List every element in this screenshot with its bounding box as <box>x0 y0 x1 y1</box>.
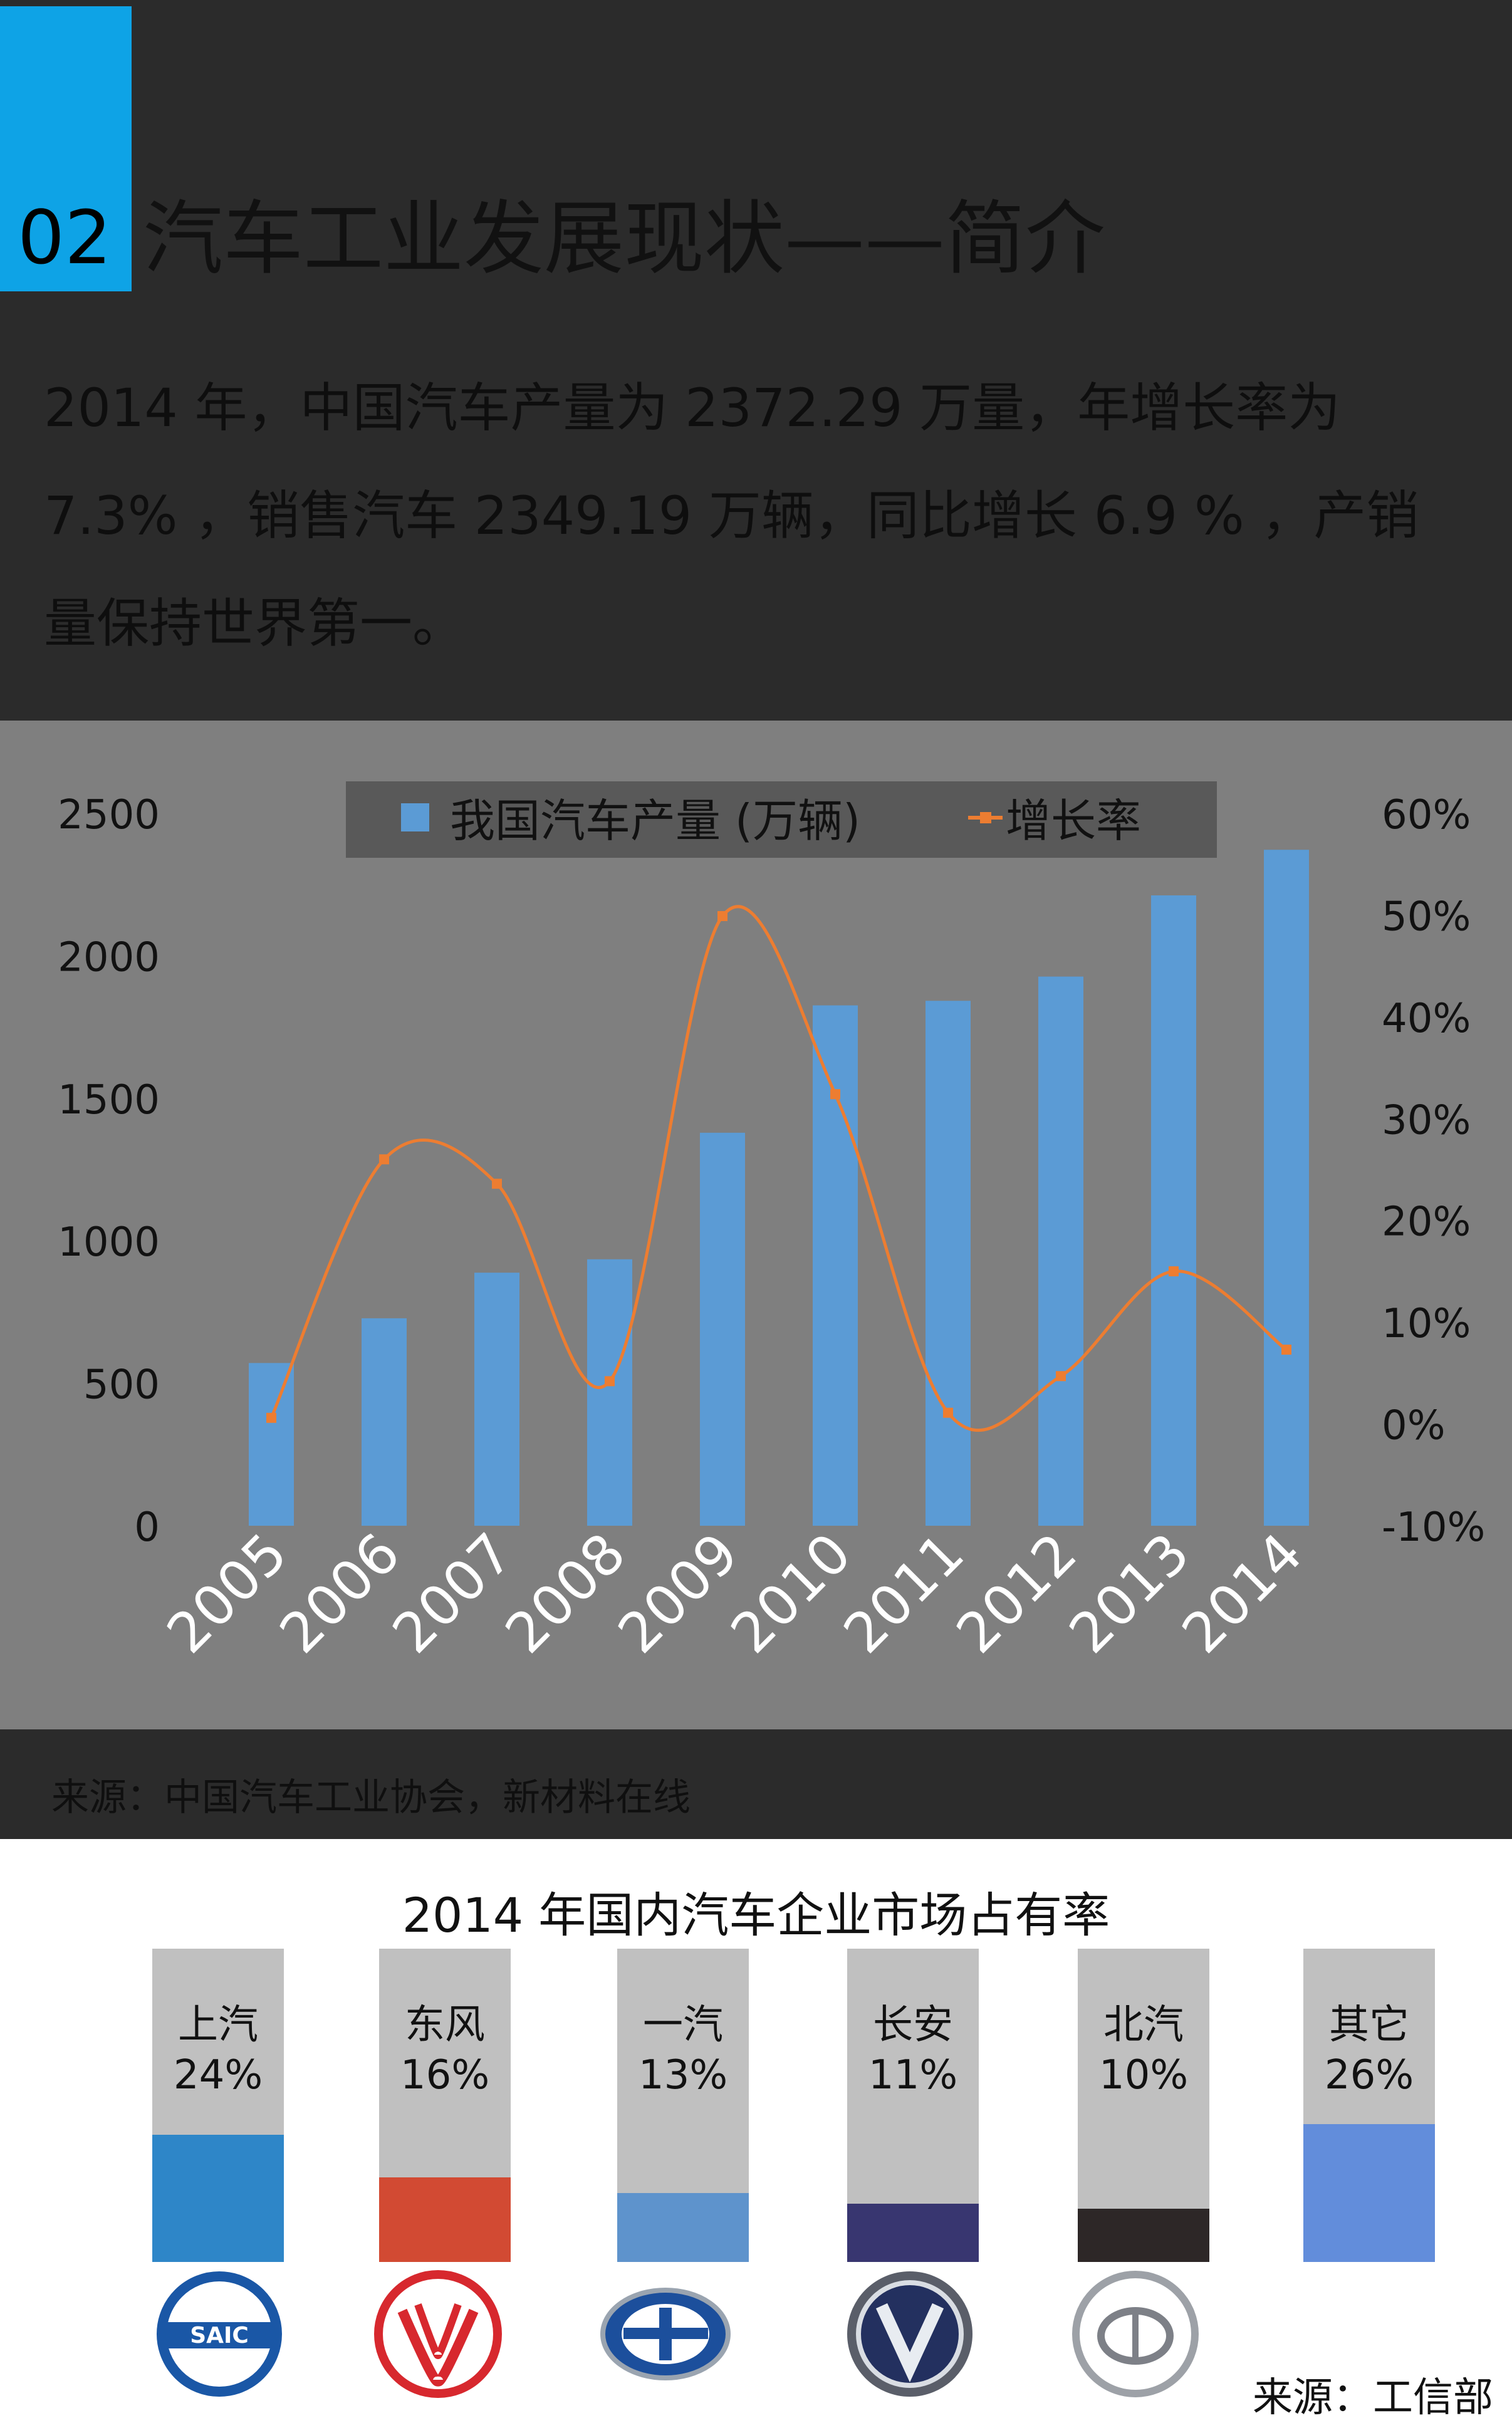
intro-paragraph: 2014 年，中国汽车产量为 2372.29 万量，年增长率为 7.3% ，销售… <box>44 354 1485 677</box>
dongfeng-logo <box>371 2267 506 2402</box>
bar-2014 <box>1264 850 1309 1526</box>
section-tab <box>0 6 132 291</box>
bar-2011 <box>925 1001 971 1526</box>
section-number: 02 <box>18 194 112 281</box>
y-right-tick: 10% <box>1382 1301 1471 1347</box>
rate-point-2013 <box>1169 1266 1179 1276</box>
rate-point-2010 <box>830 1089 840 1100</box>
saic-logo: SAIC <box>152 2267 287 2402</box>
x-tick-2010: 2010 <box>719 1521 863 1665</box>
production-chart: 我国汽车产量 (万辆) 增长率 0 500 1000 1500 2000 2500 -10… <box>58 781 1485 1665</box>
legend-line-label: 增长率 <box>1006 795 1141 847</box>
company-percent: 11% <box>868 2052 958 2098</box>
market-share-title: 2014 年国内汽车企业市场占有率 <box>402 1887 1110 1943</box>
y-left-tick: 0 <box>134 1504 160 1551</box>
company-name: 上汽 <box>178 2002 258 2048</box>
bar-2013 <box>1151 895 1196 1526</box>
company-name: 一汽 <box>643 2002 723 2048</box>
bar-2005 <box>249 1363 294 1526</box>
rate-point-2011 <box>943 1407 953 1418</box>
y-right-tick: 20% <box>1382 1199 1471 1246</box>
share-bar-1: 上汽 24% <box>152 1949 284 2262</box>
y-left-tick: 1000 <box>58 1219 160 1266</box>
bar-2009 <box>700 1132 745 1526</box>
share-fill <box>617 2193 749 2262</box>
rate-point-2007 <box>492 1179 502 1189</box>
legend-bar-label: 我国汽车产量 (万辆) <box>450 795 860 847</box>
company-percent: 26% <box>1324 2052 1414 2098</box>
bar-2006 <box>362 1318 407 1526</box>
y-left-tick: 2000 <box>58 934 160 981</box>
x-tick-2014: 2014 <box>1170 1521 1315 1665</box>
y-right-tick: 0% <box>1382 1403 1446 1449</box>
x-tick-2005: 2005 <box>155 1521 300 1665</box>
faw-logo <box>598 2267 733 2402</box>
x-tick-2011: 2011 <box>832 1521 976 1665</box>
legend-box <box>346 781 1217 858</box>
x-tick-2007: 2007 <box>380 1521 525 1665</box>
share-bar-6: 其它 26% <box>1303 1949 1435 2262</box>
share-fill <box>1303 2124 1435 2262</box>
y-right-tick: 60% <box>1382 792 1471 838</box>
rate-point-2008 <box>605 1376 615 1387</box>
share-fill <box>847 2204 979 2262</box>
x-tick-2012: 2012 <box>944 1521 1089 1665</box>
intro-line: 量保持世界第一。 <box>44 593 466 654</box>
company-name: 其它 <box>1329 2002 1409 2048</box>
growth-rate-line <box>269 905 1288 1432</box>
svg-text:SAIC: SAIC <box>190 2323 249 2348</box>
y-right-tick: 50% <box>1382 894 1471 940</box>
x-tick-2013: 2013 <box>1057 1521 1202 1665</box>
y-right-tick: -10% <box>1382 1504 1485 1551</box>
bar-2010 <box>813 1005 858 1526</box>
y-left-tick: 500 <box>83 1362 160 1409</box>
baic-logo <box>1068 2267 1203 2402</box>
intro-line: 7.3% ，销售汽车 2349.19 万辆，同比增长 6.9 % ，产销 <box>44 485 1419 546</box>
rate-point-2005 <box>266 1412 276 1423</box>
share-bar-3: 一汽 13% <box>617 1949 749 2262</box>
x-tick-2009: 2009 <box>606 1521 751 1665</box>
source-bar <box>0 1729 1512 1839</box>
share-fill <box>379 2177 511 2262</box>
share-bar-4: 长安 11% <box>847 1949 979 2262</box>
chart-panel: 我国汽车产量 (万辆) 增长率 0 500 1000 1500 2000 2500 -10… <box>0 721 1512 1729</box>
company-name: 长安 <box>873 2002 953 2048</box>
share-bar-5: 北汽 10% <box>1078 1949 1209 2262</box>
changan-logo <box>843 2267 978 2402</box>
legend-line-marker <box>980 812 991 823</box>
share-fill <box>1078 2209 1209 2262</box>
y-right-tick: 30% <box>1382 1097 1471 1144</box>
company-percent: 16% <box>400 2052 490 2098</box>
x-tick-2006: 2006 <box>268 1521 412 1665</box>
company-percent: 10% <box>1098 2052 1189 2098</box>
rate-point-2006 <box>379 1154 389 1165</box>
header-panel <box>0 0 1512 721</box>
intro-line: 2014 年，中国汽车产量为 2372.29 万量，年增长率为 <box>44 377 1341 439</box>
market-share-source: 来源：工信部 <box>1253 2375 1493 2421</box>
bar-2012 <box>1038 976 1083 1526</box>
share-bar-2: 东风 16% <box>379 1949 511 2262</box>
company-name: 东风 <box>405 2002 485 2048</box>
company-percent: 24% <box>173 2052 263 2098</box>
bar-2008 <box>587 1259 632 1526</box>
company-name: 北汽 <box>1103 2002 1184 2048</box>
page-title: 汽车工业发展现状——简介 <box>143 192 1106 286</box>
rate-point-2014 <box>1281 1344 1291 1355</box>
source-text: 来源：中国汽车工业协会，新材料在线 <box>51 1776 691 1820</box>
rate-point-2009 <box>717 911 727 922</box>
y-left-tick: 1500 <box>58 1077 160 1123</box>
company-percent: 13% <box>638 2052 728 2098</box>
legend-bar-swatch <box>401 803 429 831</box>
x-tick-2008: 2008 <box>493 1521 638 1665</box>
rate-point-2012 <box>1056 1371 1066 1382</box>
y-left-tick: 2500 <box>58 792 160 838</box>
share-fill <box>152 2135 284 2262</box>
y-right-tick: 40% <box>1382 996 1471 1042</box>
bar-2007 <box>474 1273 519 1526</box>
